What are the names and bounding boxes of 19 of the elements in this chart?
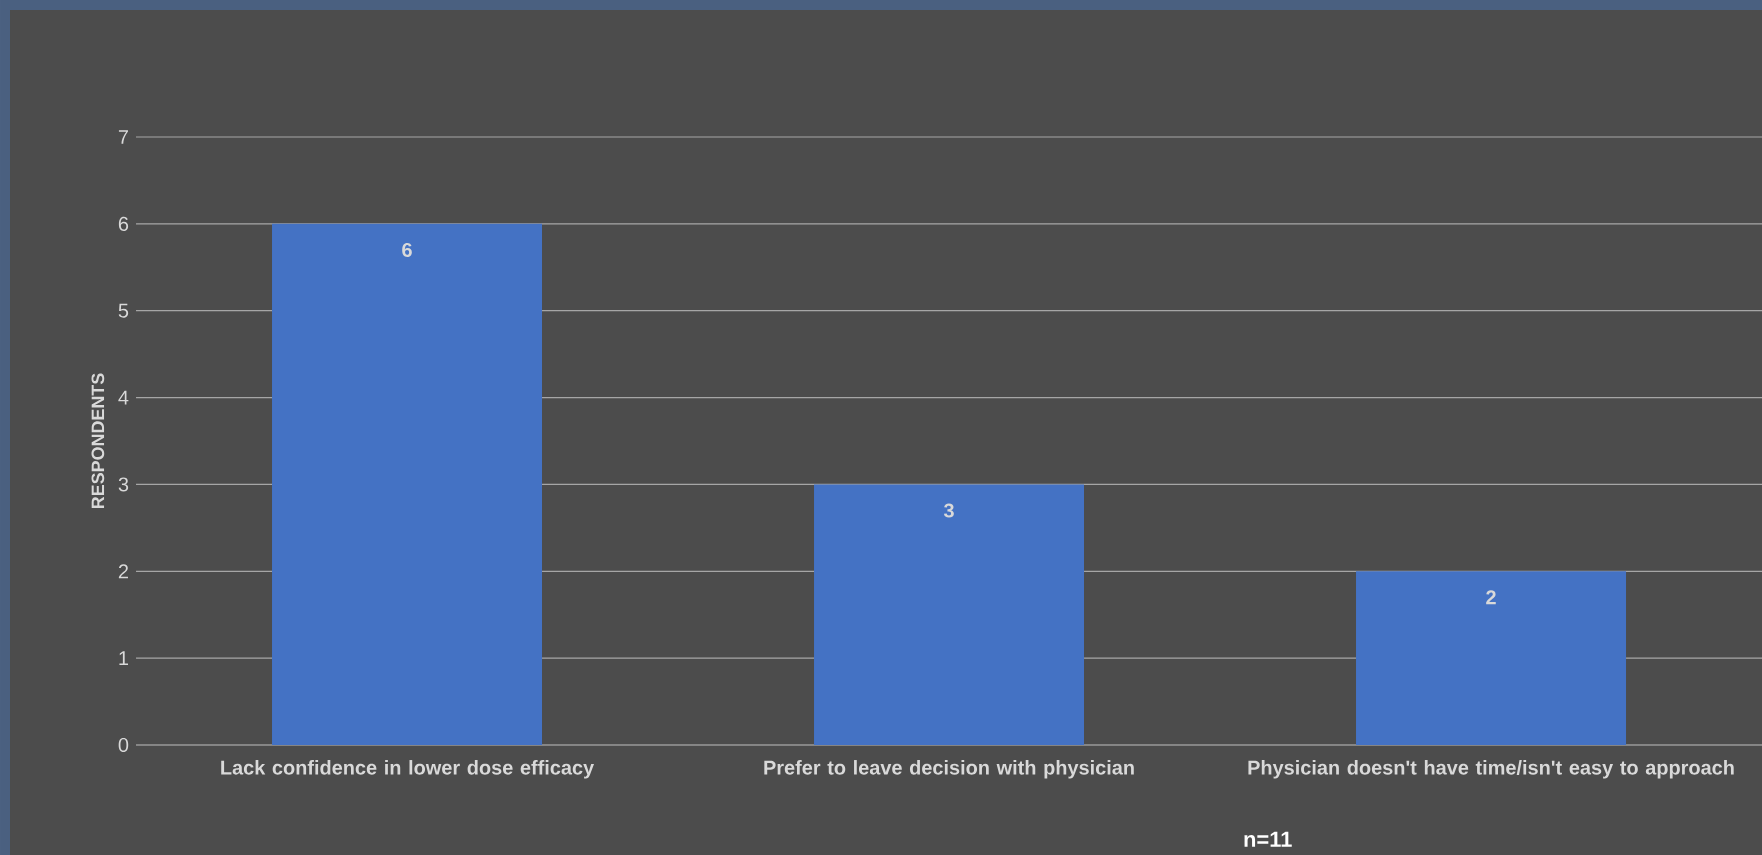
y-tick-label: 2 (118, 564, 128, 579)
y-axis-title: RESPONDENTS (91, 373, 105, 509)
y-tick-label: 6 (118, 216, 129, 231)
y-tick-label: 5 (118, 303, 129, 318)
data-label: 6 (402, 242, 412, 257)
x-tick-label: Prefer to leave decision with physician (764, 760, 1134, 779)
y-tick-label: 7 (118, 130, 128, 144)
bar (272, 223, 543, 745)
data-label: 3 (943, 503, 954, 518)
y-tick-label: 4 (118, 390, 129, 405)
text: n=11 (1244, 831, 1292, 847)
bar (1356, 571, 1627, 745)
y-tick-label: 0 (118, 737, 129, 753)
data-label: 2 (1486, 590, 1496, 605)
bar (814, 484, 1085, 745)
x-tick-label: Physician doesn't have time/isn't easy to approach (1248, 760, 1734, 779)
x-tick-label: Lack confidence in lower dose efficacy (221, 760, 595, 779)
y-tick-label: 1 (119, 651, 129, 665)
y-tick-label: 3 (118, 477, 129, 492)
